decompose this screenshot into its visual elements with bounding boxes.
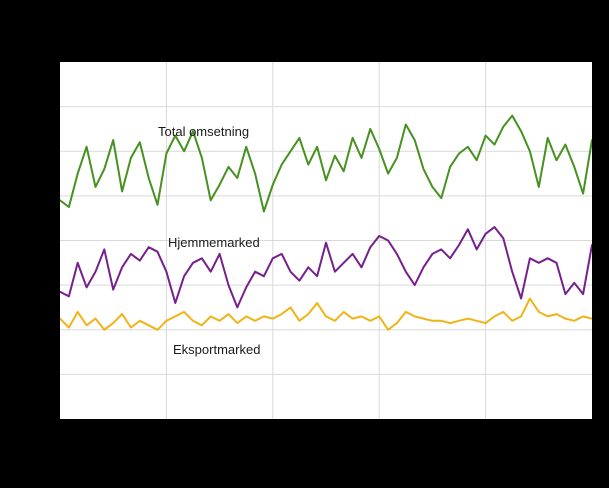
series-line-total-omsetning <box>60 114 592 213</box>
series-label-eksportmarked: Eksportmarked <box>173 342 261 357</box>
series-label-hjemmemarked: Hjemmemarked <box>168 235 260 250</box>
series-label-total-omsetning: Total omsetning <box>158 124 250 139</box>
series-line-hjemmemarked <box>60 226 592 309</box>
line-chart-canvas <box>60 62 592 419</box>
series-line-eksportmarked <box>60 297 592 331</box>
plot-area: Total omsetning Hjemmemarked Eksportmark… <box>60 62 592 419</box>
